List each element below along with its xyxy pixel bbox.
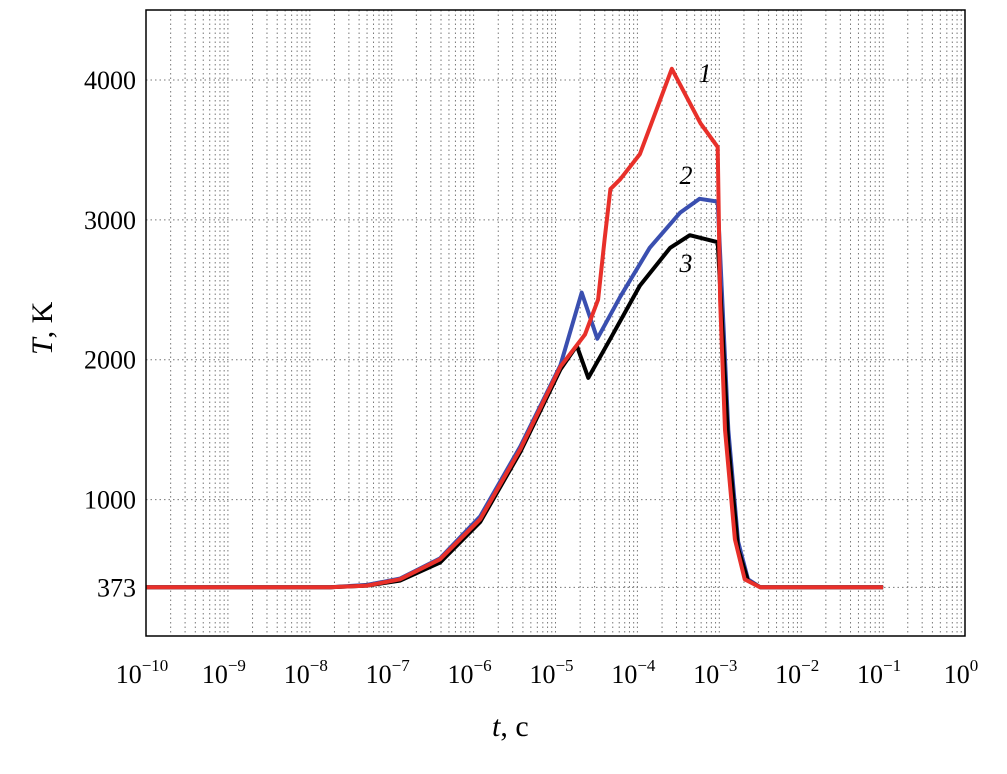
y-tick-label: 3000 bbox=[84, 206, 136, 235]
y-tick-label: 4000 bbox=[84, 66, 136, 95]
plot-frame bbox=[145, 9, 966, 637]
x-tick-label: 10−1 bbox=[857, 656, 901, 689]
curve-label-3: 3 bbox=[679, 249, 693, 278]
y-tick-label: 1000 bbox=[84, 486, 136, 515]
x-axis-label: t, c bbox=[492, 710, 529, 743]
x-tick-label: 10−2 bbox=[775, 656, 819, 689]
series-3-line bbox=[146, 233, 884, 590]
x-tick-label: 10−8 bbox=[284, 656, 328, 689]
x-tick-label: 10−6 bbox=[448, 656, 492, 689]
x-tick-label: 10−9 bbox=[202, 656, 246, 689]
x-tick-label: 10−3 bbox=[693, 656, 737, 689]
series-1-line bbox=[146, 66, 884, 590]
x-tick-label: 10−4 bbox=[611, 656, 656, 689]
x-tick-labels: 10−10 10−9 10−8 10−7 10−6 10−5 10−4 10−3 10−2 10−… bbox=[116, 656, 979, 689]
y-tick-label: 373 bbox=[97, 573, 136, 602]
series-2-line bbox=[146, 196, 884, 590]
x-tick-label: 10−5 bbox=[529, 656, 573, 689]
curves bbox=[146, 66, 884, 590]
y-tick-labels: 373 1000 2000 3000 4000 bbox=[84, 66, 136, 602]
curve-label-1: 1 bbox=[699, 59, 712, 88]
x-tick-label: 10−7 bbox=[366, 656, 411, 689]
curve-labels: 1 2 3 bbox=[679, 59, 712, 278]
grid bbox=[146, 10, 965, 636]
y-tick-label: 2000 bbox=[84, 346, 136, 375]
x-tick-label: 10−10 bbox=[116, 656, 169, 689]
x-tick-label: 100 bbox=[944, 656, 979, 689]
curve-label-2: 2 bbox=[680, 161, 693, 190]
y-axis-label: T, K bbox=[26, 301, 59, 355]
